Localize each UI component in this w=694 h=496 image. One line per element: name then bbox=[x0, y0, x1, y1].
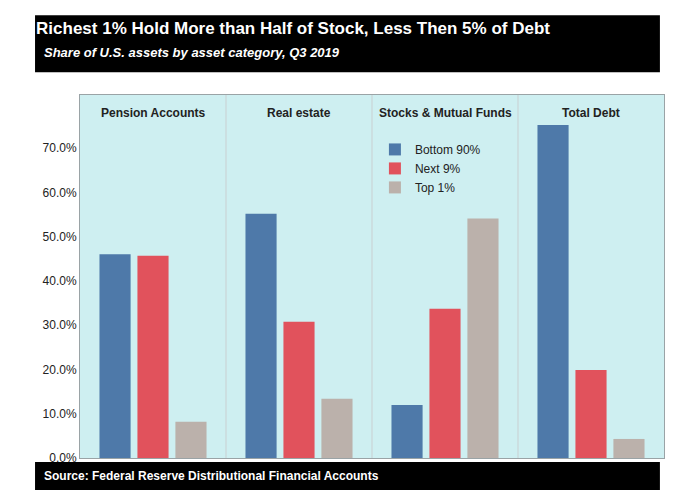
svg-text:Bottom 90%: Bottom 90% bbox=[415, 143, 481, 157]
svg-text:Next 9%: Next 9% bbox=[415, 162, 461, 176]
svg-text:50.0%: 50.0% bbox=[43, 230, 77, 244]
svg-text:Stocks & Mutual Funds: Stocks & Mutual Funds bbox=[379, 106, 512, 120]
svg-text:Share of U.S. assets by asset: Share of U.S. assets by asset category, … bbox=[44, 45, 340, 60]
svg-text:Source: Federal Reserve Distri: Source: Federal Reserve Distributional F… bbox=[44, 469, 379, 483]
svg-text:20.0%: 20.0% bbox=[43, 363, 77, 377]
svg-text:Real estate: Real estate bbox=[267, 106, 331, 120]
svg-text:70.0%: 70.0% bbox=[43, 141, 77, 155]
svg-text:10.0%: 10.0% bbox=[43, 407, 77, 421]
svg-text:Total Debt: Total Debt bbox=[562, 106, 620, 120]
svg-text:0.0%: 0.0% bbox=[49, 451, 77, 465]
svg-text:60.0%: 60.0% bbox=[43, 186, 77, 200]
svg-text:Richest 1% Hold More than Half: Richest 1% Hold More than Half of Stock,… bbox=[36, 19, 550, 38]
svg-text:Top 1%: Top 1% bbox=[415, 181, 455, 195]
svg-text:Pension Accounts: Pension Accounts bbox=[101, 106, 206, 120]
svg-text:40.0%: 40.0% bbox=[43, 274, 77, 288]
svg-text:30.0%: 30.0% bbox=[43, 318, 77, 332]
